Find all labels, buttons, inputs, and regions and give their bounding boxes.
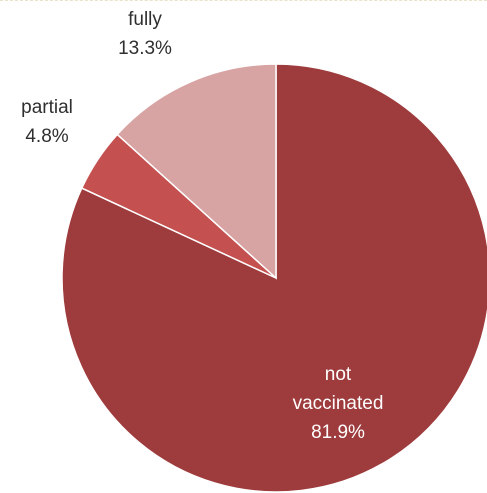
data-label-name-not-vaccinated-0: not	[325, 364, 352, 385]
data-label-name-not-vaccinated-1: vaccinated	[293, 393, 384, 414]
pie-slice-fully	[116, 63, 277, 280]
data-label-value-fully: 13.3%	[118, 38, 172, 59]
data-label-value-not-vaccinated: 81.9%	[311, 422, 365, 443]
data-label-name-partial-0: partial	[21, 97, 73, 118]
pie-labels: not vaccinated 81.9% partial 4.8% fully 13.3%	[21, 9, 383, 443]
top-divider	[0, 0, 487, 1]
pie-slices	[61, 63, 487, 493]
data-label-value-partial: 4.8%	[25, 126, 68, 147]
data-label-name-fully-0: fully	[128, 9, 162, 30]
